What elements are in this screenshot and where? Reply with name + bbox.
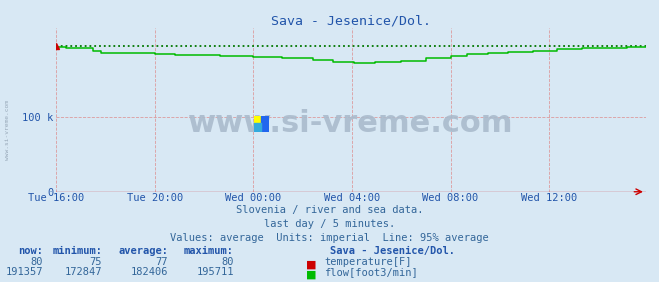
Text: last day / 5 minutes.: last day / 5 minutes.	[264, 219, 395, 229]
Text: now:: now:	[18, 246, 43, 256]
Text: Values: average  Units: imperial  Line: 95% average: Values: average Units: imperial Line: 95…	[170, 233, 489, 243]
Text: Slovenia / river and sea data.: Slovenia / river and sea data.	[236, 205, 423, 215]
Text: www.si-vreme.com: www.si-vreme.com	[5, 100, 11, 160]
Text: 172847: 172847	[65, 267, 102, 277]
Text: 77: 77	[156, 257, 168, 266]
Text: 80: 80	[30, 257, 43, 266]
Text: flow[foot3/min]: flow[foot3/min]	[324, 267, 418, 277]
Text: minimum:: minimum:	[52, 246, 102, 256]
Text: 191357: 191357	[5, 267, 43, 277]
Text: 195711: 195711	[196, 267, 234, 277]
Text: maximum:: maximum:	[184, 246, 234, 256]
Text: ■: ■	[306, 270, 317, 280]
Text: 75: 75	[90, 257, 102, 266]
Text: 182406: 182406	[130, 267, 168, 277]
Text: average:: average:	[118, 246, 168, 256]
Title: Sava - Jesenice/Dol.: Sava - Jesenice/Dol.	[271, 14, 431, 27]
Text: 80: 80	[221, 257, 234, 266]
Text: temperature[F]: temperature[F]	[324, 257, 412, 266]
Text: Sava - Jesenice/Dol.: Sava - Jesenice/Dol.	[330, 246, 455, 256]
Text: ■: ■	[306, 259, 317, 270]
Text: www.si-vreme.com: www.si-vreme.com	[188, 109, 513, 138]
